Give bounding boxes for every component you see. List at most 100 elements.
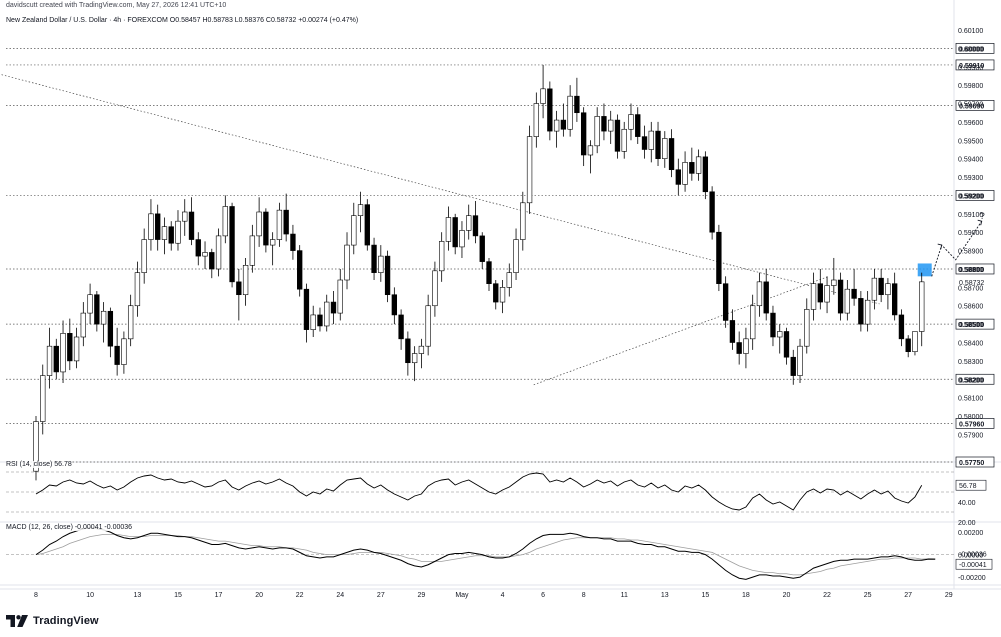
time-tick-label: 25 (864, 592, 872, 599)
candle (161, 217, 168, 255)
candle-body (344, 244, 350, 281)
candle (236, 268, 242, 321)
candle (337, 268, 343, 321)
rsi-value-box (955, 479, 987, 491)
candle (242, 257, 249, 306)
time-tick-label: 20 (783, 592, 791, 599)
candle-body (351, 215, 357, 246)
candle (40, 364, 46, 435)
candle-body (648, 130, 654, 150)
candle (919, 272, 925, 347)
candle (127, 294, 134, 347)
time-tick-label: 22 (823, 592, 831, 599)
candle (574, 77, 580, 122)
candle (662, 131, 668, 168)
candle (188, 197, 195, 246)
candle-body (121, 338, 127, 365)
macd-panel: 0.00200 0.00000 -0.00200 -0.00036 -0.00041 (6, 527, 993, 582)
candle-body (553, 119, 560, 132)
price-tick-label: 0.59000 (958, 230, 983, 237)
time-tick-label: 13 (134, 592, 142, 599)
candle (817, 268, 823, 310)
level-label: 0.60000 (959, 46, 984, 53)
candle (364, 199, 370, 251)
candle (594, 107, 600, 154)
candle (621, 121, 627, 159)
candle (290, 224, 296, 260)
candle-body (459, 230, 465, 248)
time-tick-label: 29 (945, 592, 953, 599)
candle (729, 309, 736, 350)
candle (553, 110, 560, 148)
candle-body (46, 345, 53, 376)
level-label: 0.59910 (959, 63, 984, 70)
candle (418, 338, 425, 369)
projection-path (931, 220, 983, 277)
candle (702, 151, 709, 200)
candle (452, 213, 458, 255)
candle (472, 200, 479, 244)
candle (547, 81, 553, 141)
last-price-label: 0.58732 (959, 280, 984, 287)
level-label-box (955, 190, 995, 201)
candle-body (851, 288, 857, 299)
candle-body (702, 156, 709, 193)
time-tick-label: May (455, 592, 469, 599)
candle-body (405, 338, 411, 364)
time-tick-label: 6 (541, 592, 545, 599)
candle-body (141, 239, 147, 273)
candle (695, 149, 702, 181)
tradingview-logo-icon (6, 615, 28, 627)
candle-body (797, 345, 803, 376)
candle-body (472, 215, 479, 237)
time-tick-label: 15 (701, 592, 709, 599)
level-label-box (955, 100, 995, 111)
candle (709, 186, 715, 240)
candle-body (682, 162, 688, 185)
candle-body (560, 119, 567, 130)
candle-body (709, 191, 715, 233)
trendline (0, 73, 880, 305)
candle (439, 232, 445, 282)
candle (587, 140, 594, 174)
candle-body (736, 342, 742, 354)
candle-body (493, 283, 499, 303)
candle (263, 208, 269, 253)
price-tick-label: 0.59900 (958, 65, 983, 72)
annotations: ? (0, 73, 985, 386)
candle-body (675, 169, 681, 185)
ohlc-values: O0.58457 H0.58783 L0.58376 C0.58732 +0.0… (169, 17, 359, 24)
candle-body (317, 314, 323, 327)
candle-body (810, 283, 817, 310)
candle (797, 338, 803, 383)
candle-body (533, 103, 539, 137)
candle-body (662, 138, 668, 159)
candle-body (182, 211, 188, 222)
candle-body (729, 320, 736, 343)
rsi-value-label: 56.78 (959, 483, 977, 490)
candle-body (384, 255, 391, 296)
question-mark: ? (980, 211, 985, 221)
candle (824, 276, 830, 314)
price-tick-label: 0.59600 (958, 120, 983, 127)
candle-body (80, 312, 86, 338)
candle-body (398, 314, 404, 340)
candle (155, 204, 161, 251)
level-label: 0.57960 (959, 421, 984, 428)
price-tick-label: 0.58000 (958, 414, 983, 421)
candle (73, 327, 80, 369)
time-tick-label: 18 (742, 592, 750, 599)
time-tick-label: 24 (336, 592, 344, 599)
candle (229, 202, 235, 288)
candle-body (418, 345, 425, 354)
candle-body (249, 235, 256, 266)
candle-body (40, 375, 46, 422)
candle (486, 257, 492, 292)
candle-body (506, 272, 512, 288)
candle-body (297, 250, 303, 290)
candle (533, 92, 539, 148)
tradingview-logo[interactable]: TradingView (6, 615, 99, 627)
candle-body (919, 281, 925, 332)
candle-body (716, 231, 722, 284)
